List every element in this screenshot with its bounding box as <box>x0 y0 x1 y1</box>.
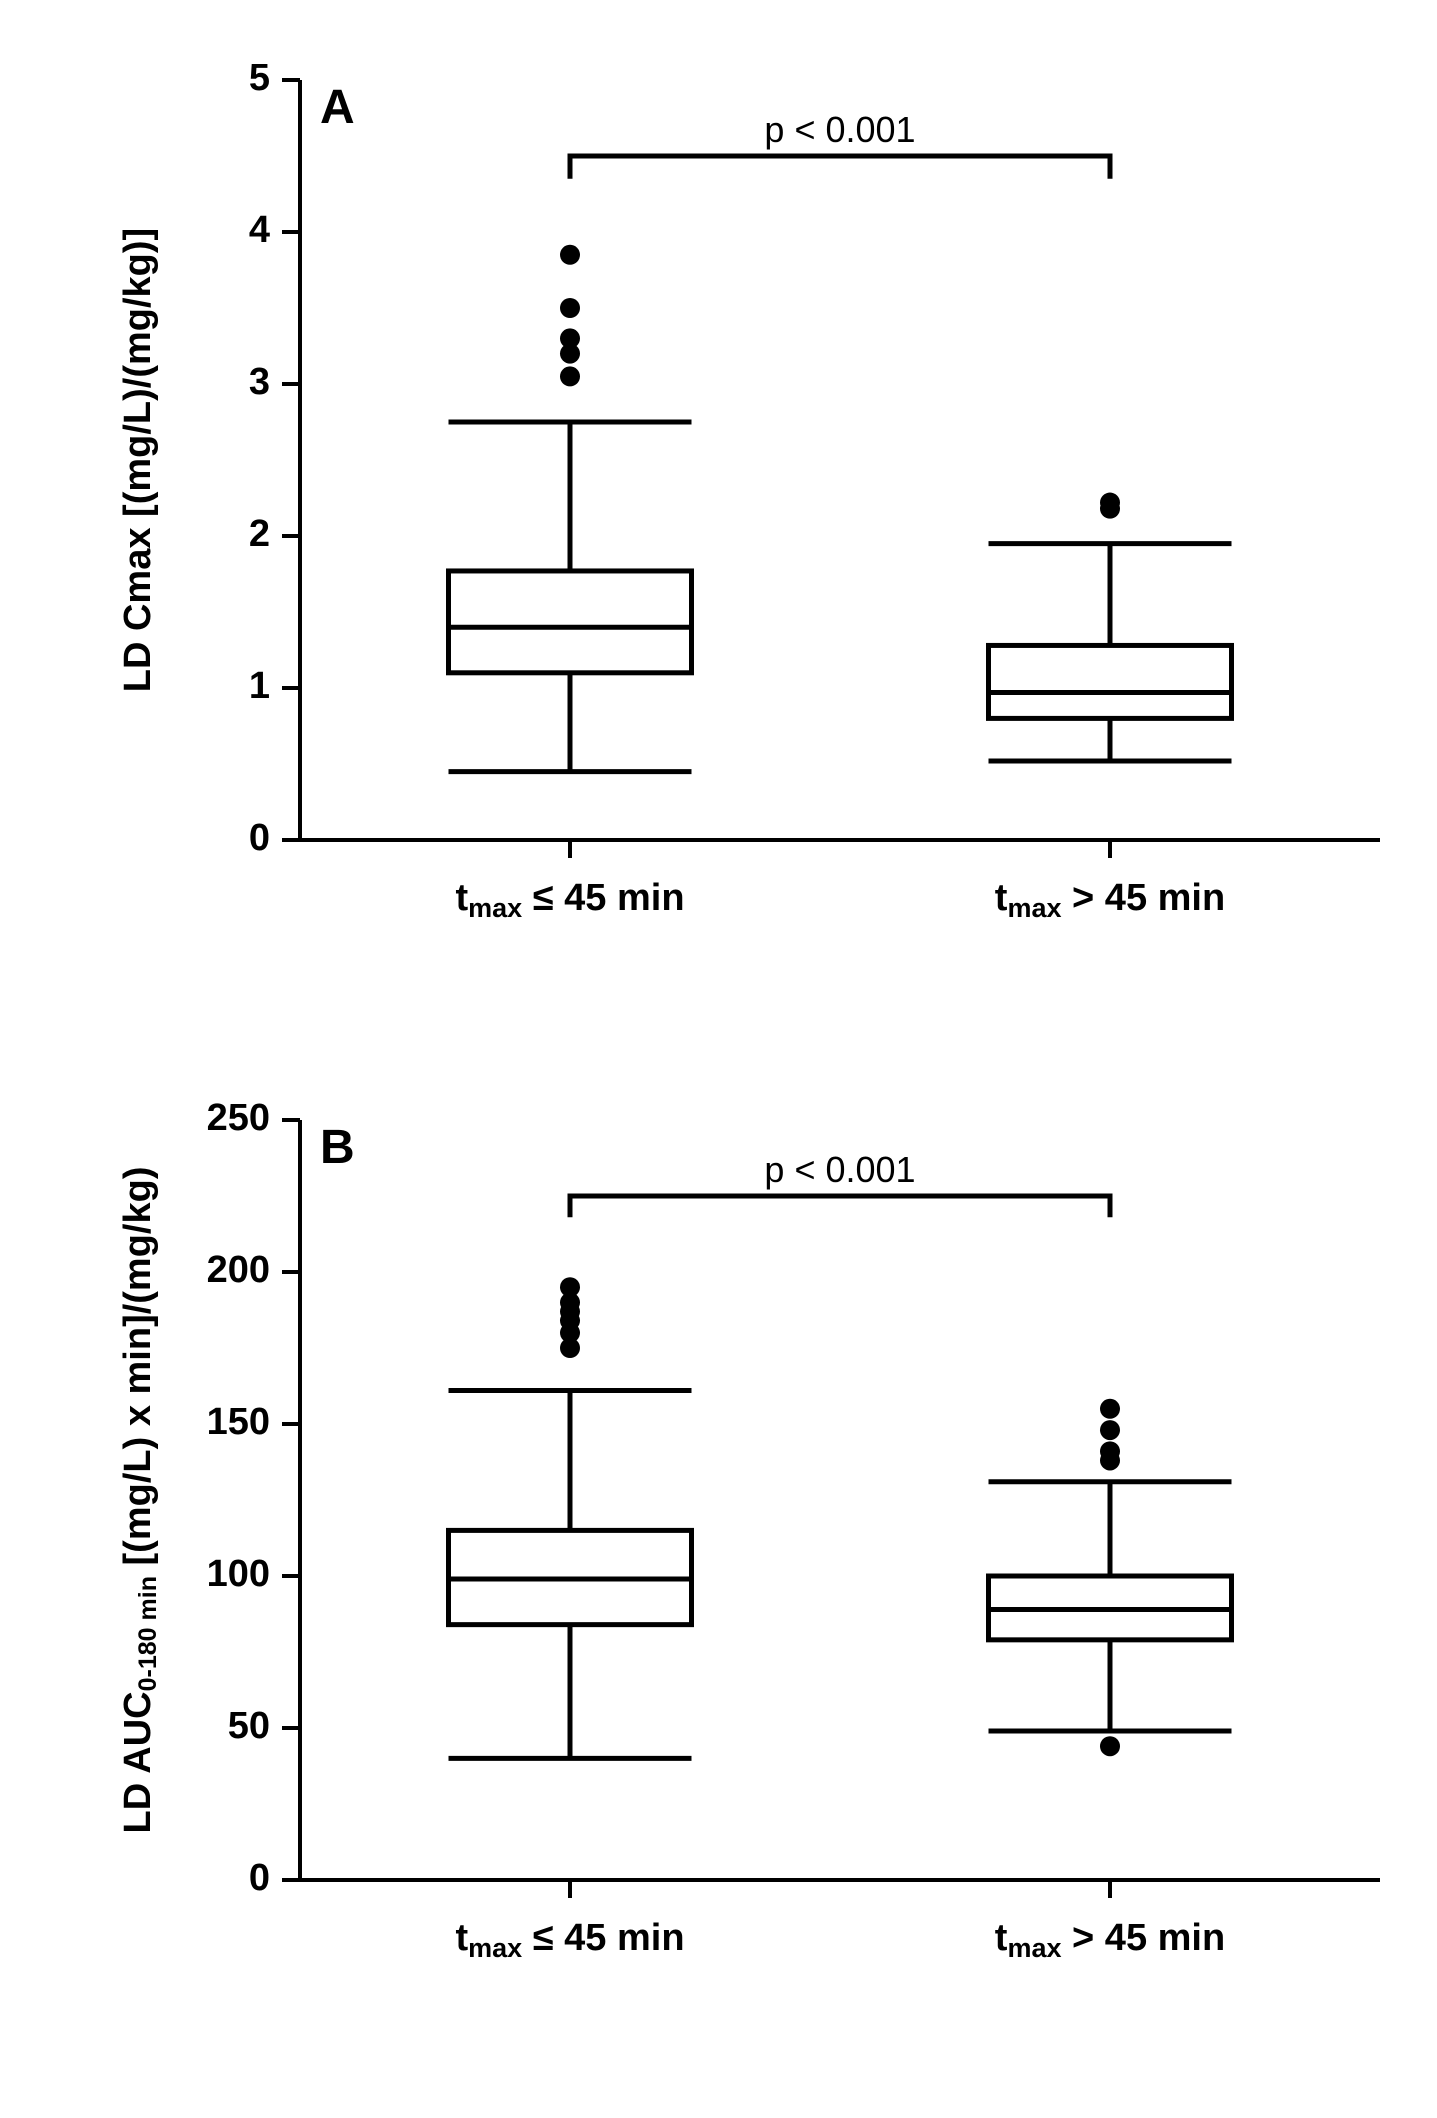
y-tick-label: 1 <box>249 665 270 707</box>
outlier-point <box>1100 1736 1120 1756</box>
y-axis-label: LD AUC0-180 min [(mg/L) x min]/(mg/kg) <box>117 1166 162 1833</box>
axes <box>300 80 1380 840</box>
x-category-label: tmax ≤ 45 min <box>455 1917 684 1963</box>
outlier-point <box>560 328 580 348</box>
significance-bracket <box>570 156 1110 179</box>
x-category-label: tmax ≤ 45 min <box>455 877 684 923</box>
y-tick-label: 100 <box>207 1553 270 1595</box>
panel-b: 0 50 100 150 200 250 tmax ≤ 45 min tmax > 45 mi… <box>60 1060 1400 2060</box>
outlier-point <box>1100 493 1120 513</box>
outlier-point <box>1100 1420 1120 1440</box>
y-tick-label: 0 <box>249 817 270 859</box>
panel-a: 0 1 2 3 4 5 tmax ≤ 45 min tmax > 45 min LD Cmax … <box>60 20 1400 1000</box>
outlier-point <box>560 245 580 265</box>
y-tick-label: 4 <box>249 209 270 251</box>
significance-label: p < 0.001 <box>764 109 915 150</box>
significance-label: p < 0.001 <box>764 1149 915 1190</box>
y-tick-label: 2 <box>249 513 270 555</box>
y-tick-label: 0 <box>249 1857 270 1899</box>
significance-bracket <box>570 1196 1110 1217</box>
y-tick-label: 150 <box>207 1401 270 1443</box>
panel-svg: 0 1 2 3 4 5 tmax ≤ 45 min tmax > 45 min LD Cmax … <box>60 20 1400 1000</box>
outlier-point <box>560 366 580 386</box>
y-axis-label: LD Cmax [(mg/L)/(mg/kg)] <box>117 228 159 692</box>
y-tick-label: 3 <box>249 361 270 403</box>
y-tick-label: 50 <box>228 1705 270 1747</box>
panel-label: A <box>320 81 355 134</box>
panel-svg: 0 50 100 150 200 250 tmax ≤ 45 min tmax > 45 mi… <box>60 1060 1400 2060</box>
y-tick-label: 200 <box>207 1249 270 1291</box>
box <box>449 571 692 673</box>
x-category-label: tmax > 45 min <box>995 1917 1225 1963</box>
outlier-point <box>560 298 580 318</box>
outlier-point <box>1100 1399 1120 1419</box>
panel-label: B <box>320 1121 355 1174</box>
figure-root: 0 1 2 3 4 5 tmax ≤ 45 min tmax > 45 min LD Cmax … <box>0 0 1437 2118</box>
box <box>989 645 1232 718</box>
x-category-label: tmax > 45 min <box>995 877 1225 923</box>
y-tick-label: 250 <box>207 1097 270 1139</box>
outlier-point <box>1100 1441 1120 1461</box>
axes <box>300 1120 1380 1880</box>
outlier-point <box>560 1277 580 1297</box>
y-tick-label: 5 <box>249 57 270 99</box>
